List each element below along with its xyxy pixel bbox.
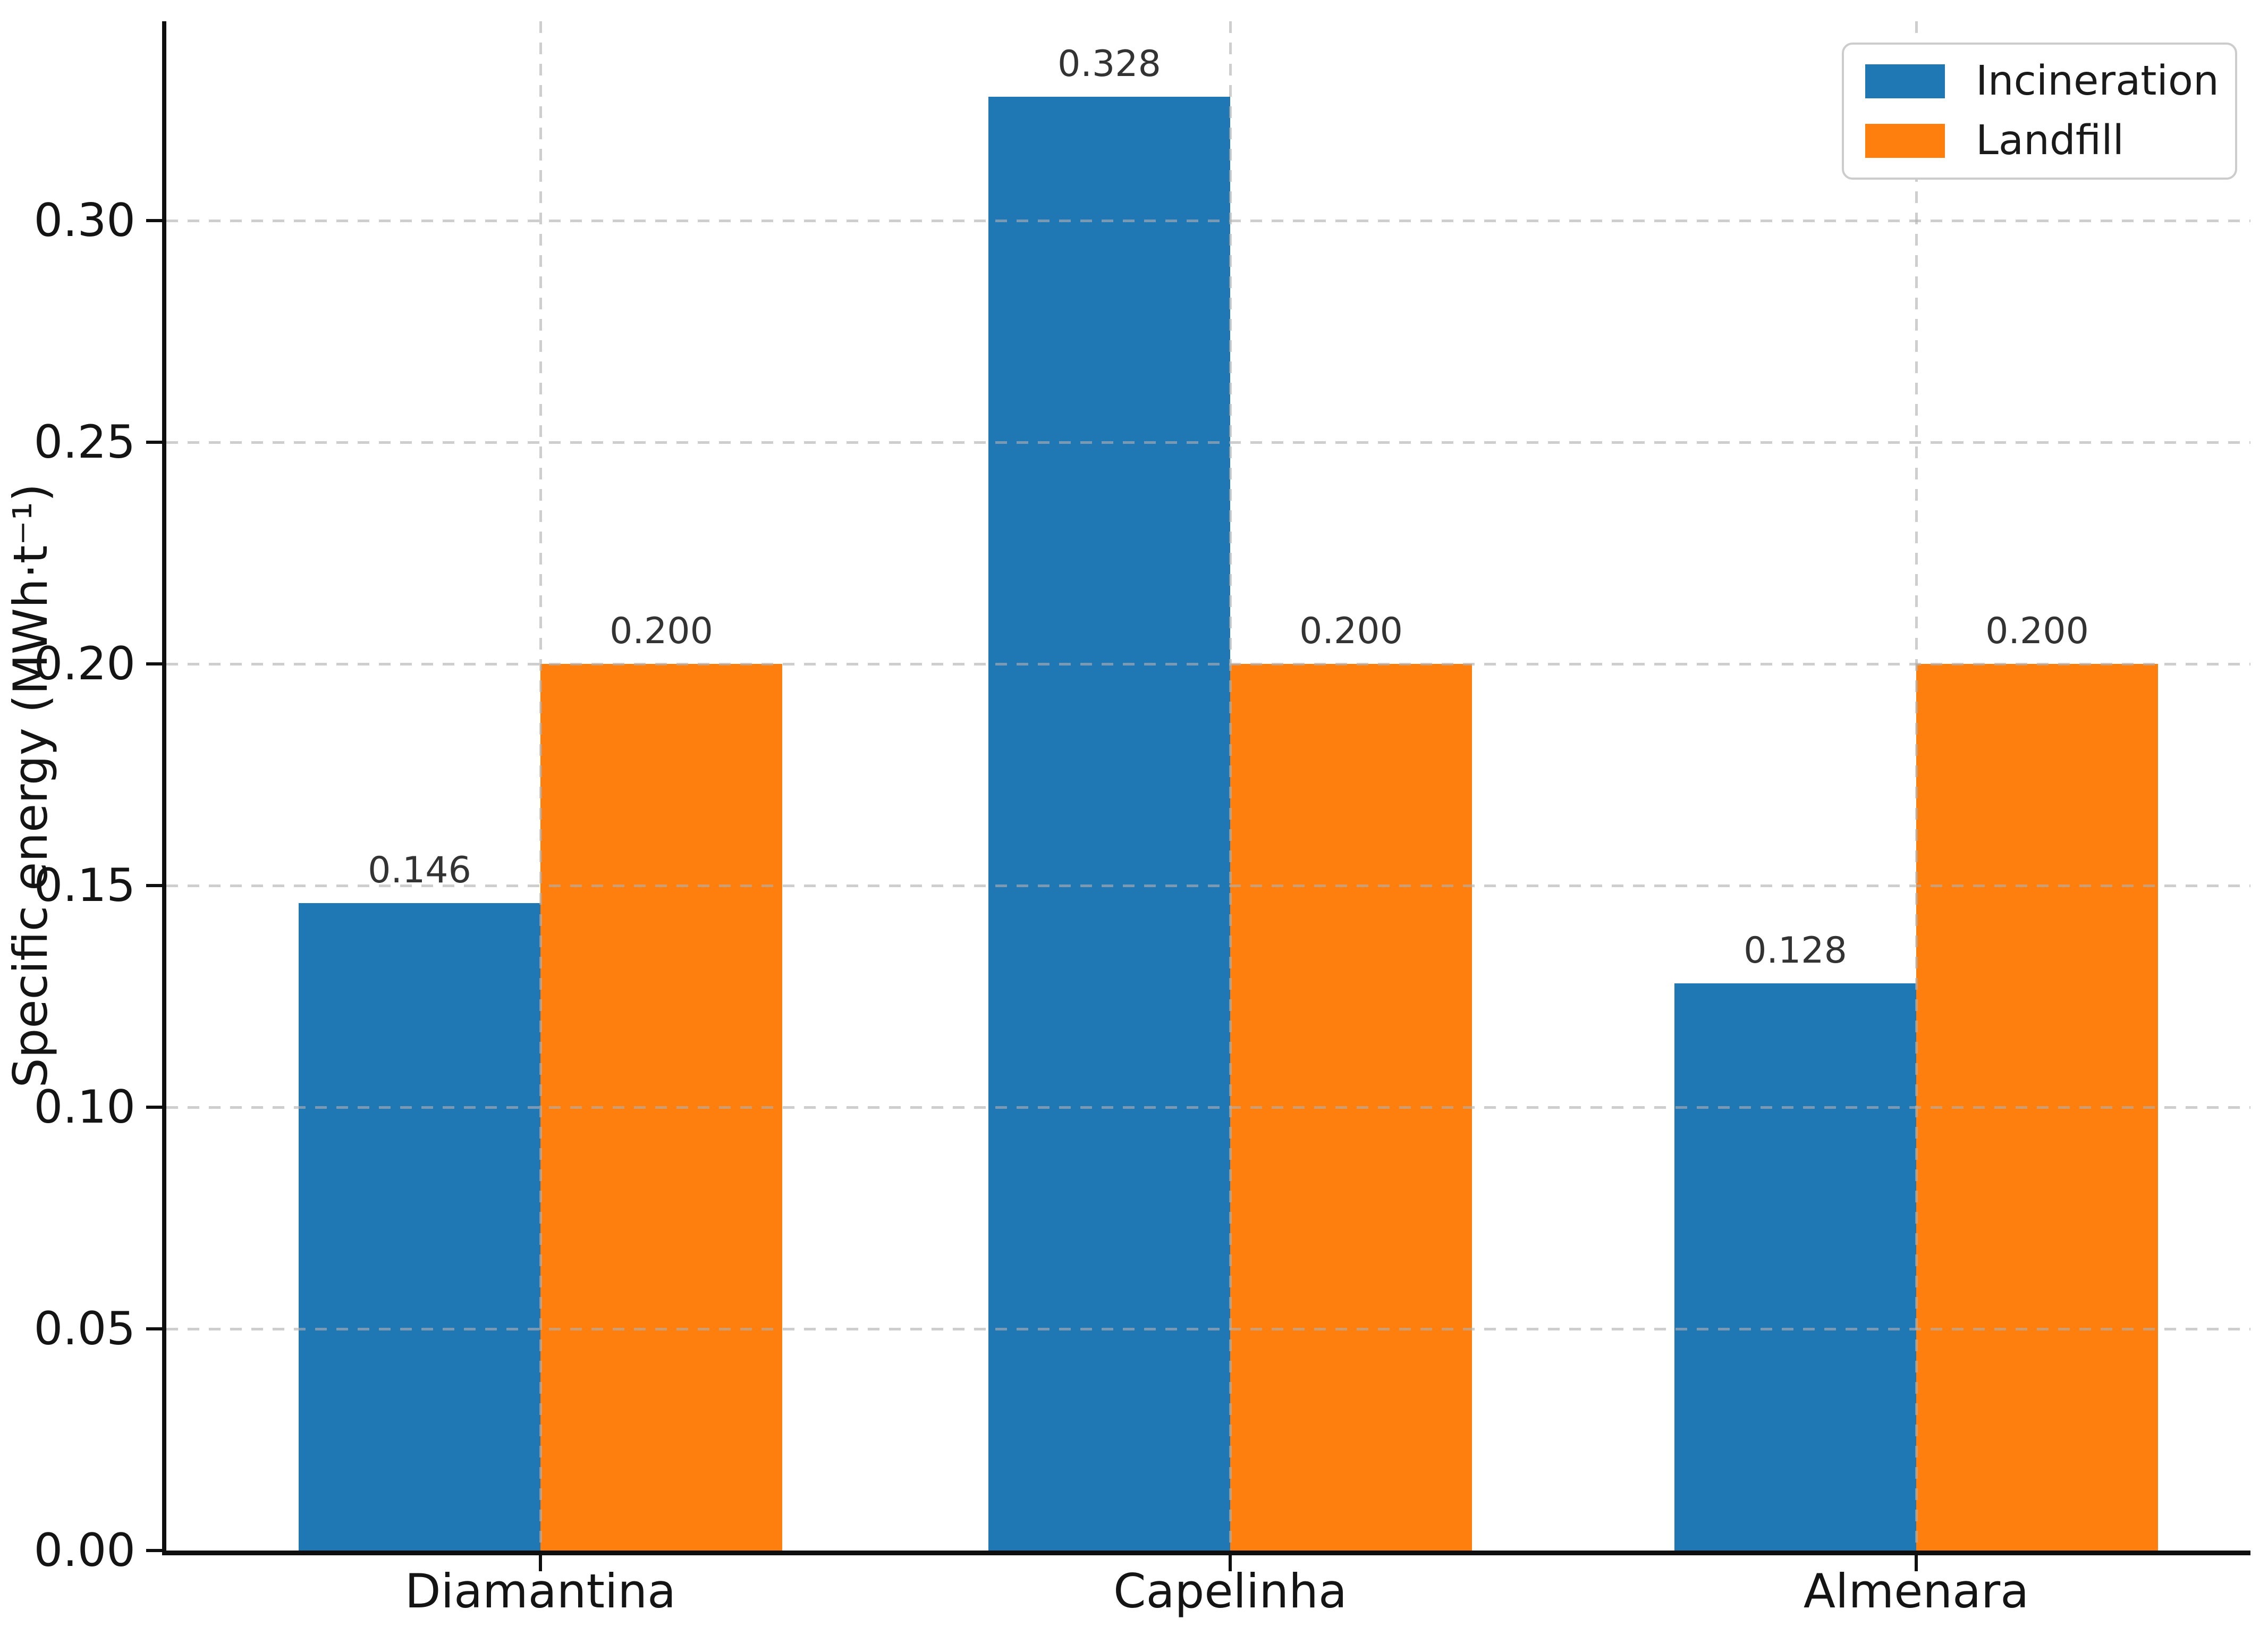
bar-incineration-capelinha — [988, 96, 1230, 1551]
legend-item-landfill: Landfill — [1865, 116, 2235, 164]
v-gridline — [1229, 21, 1232, 1551]
y-tick-mark — [146, 884, 162, 888]
plot-area: Incineration Landfill 0.146 0.328 0.128 0.2… — [146, 21, 2250, 1571]
bar-value-label: 0.200 — [610, 610, 713, 653]
y-axis-spine — [162, 21, 166, 1551]
v-gridline — [1915, 21, 1918, 1551]
y-tick-label: 0.20 — [33, 637, 136, 691]
y-tick-label: 0.15 — [33, 859, 136, 913]
bar-value-label: 0.200 — [1299, 610, 1403, 653]
h-gridline — [166, 884, 2250, 888]
legend-item-incineration: Incineration — [1865, 59, 2235, 104]
bar-value-label: 0.200 — [1985, 610, 2089, 653]
bar-value-label: 0.328 — [1057, 43, 1161, 85]
x-axis-spine — [162, 1551, 2250, 1555]
h-gridline — [166, 441, 2250, 444]
y-axis-title: Specific energy (MWh·t⁻¹) — [3, 483, 58, 1088]
y-tick-label: 0.10 — [33, 1081, 136, 1134]
x-category-label-almenara: Almenara — [1803, 1564, 2029, 1619]
y-tick-mark — [146, 1327, 162, 1331]
y-tick-mark — [146, 441, 162, 444]
y-tick-mark — [146, 1549, 162, 1552]
y-tick-label: 0.30 — [33, 194, 136, 248]
y-tick-mark — [146, 662, 162, 666]
x-category-label-capelinha: Capelinha — [1113, 1564, 1347, 1619]
y-tick-label: 0.00 — [33, 1524, 136, 1577]
h-gridline — [166, 1328, 2250, 1331]
v-gridline — [539, 21, 542, 1551]
bar-incineration-diamantina — [299, 903, 540, 1551]
h-gridline — [166, 220, 2250, 223]
y-tick-label: 0.25 — [33, 416, 136, 469]
y-tick-mark — [146, 219, 162, 223]
x-tick-mark — [539, 1555, 542, 1571]
h-gridline — [166, 663, 2250, 666]
legend-label: Incineration — [1976, 57, 2219, 105]
bar-incineration-almenara — [1674, 983, 1916, 1551]
bar-value-label: 0.146 — [368, 849, 471, 892]
incineration-swatch-icon — [1865, 64, 1945, 99]
legend: Incineration Landfill — [1842, 43, 2237, 180]
y-tick-label: 0.05 — [33, 1302, 136, 1356]
bar-value-label: 0.128 — [1744, 929, 1847, 972]
landfill-swatch-icon — [1865, 123, 1945, 158]
h-gridline — [166, 1106, 2250, 1109]
x-tick-mark — [1915, 1555, 1918, 1571]
y-tick-mark — [146, 1106, 162, 1109]
x-category-label-diamantina: Diamantina — [404, 1564, 676, 1619]
legend-label: Landfill — [1976, 116, 2125, 164]
x-tick-mark — [1229, 1555, 1232, 1571]
